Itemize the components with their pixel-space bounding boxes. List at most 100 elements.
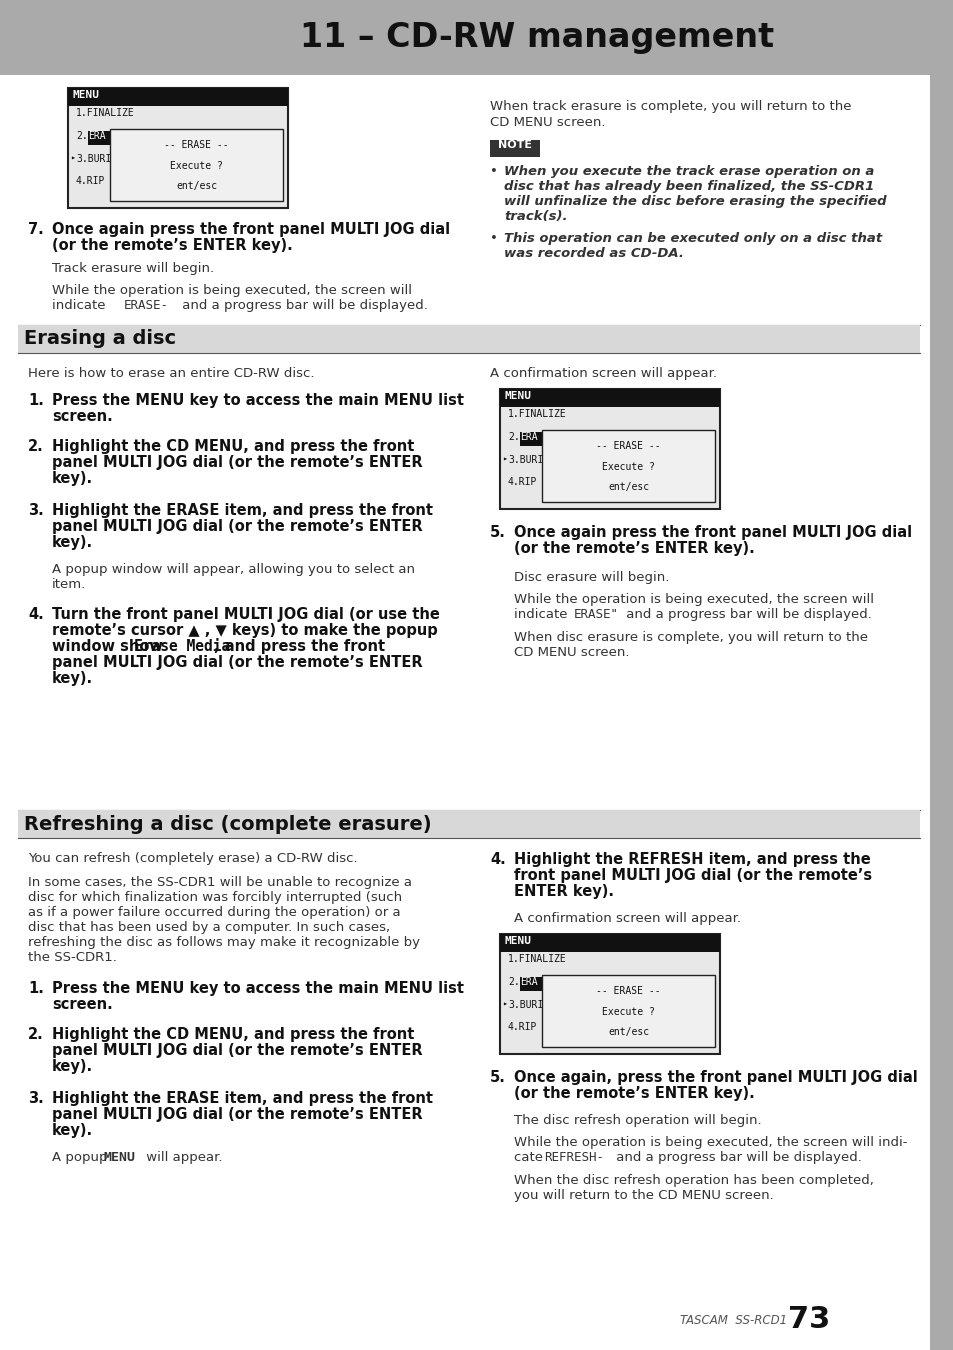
Text: ent/esc: ent/esc: [607, 482, 648, 491]
Text: 5.: 5.: [490, 525, 505, 540]
Text: 2.: 2.: [28, 1027, 44, 1042]
Text: panel MULTI JOG dial (or the remote’s ENTER: panel MULTI JOG dial (or the remote’s EN…: [52, 1107, 422, 1122]
Text: A popup: A popup: [52, 1152, 112, 1164]
Text: When you execute the track erase operation on a: When you execute the track erase operati…: [503, 165, 874, 178]
Bar: [929, 76, 953, 1350]
Text: 2.: 2.: [76, 131, 88, 140]
Text: Here is how to erase an entire CD-RW disc.: Here is how to erase an entire CD-RW dis…: [28, 367, 314, 379]
Bar: [499, 389, 720, 406]
Text: (or the remote’s ENTER key).: (or the remote’s ENTER key).: [514, 541, 754, 556]
Text: panel MULTI JOG dial (or the remote’s ENTER: panel MULTI JOG dial (or the remote’s EN…: [52, 1044, 422, 1058]
Text: 4.RIP: 4.RIP: [76, 177, 105, 186]
Text: was recorded as CD-DA.: was recorded as CD-DA.: [503, 247, 683, 261]
Text: ERASE-: ERASE-: [124, 298, 169, 312]
Bar: [519, 432, 541, 446]
Text: 3.BURI: 3.BURI: [76, 154, 112, 163]
Text: You can refresh (completely erase) a CD-RW disc.: You can refresh (completely erase) a CD-…: [28, 852, 357, 865]
Text: key).: key).: [52, 535, 93, 549]
Bar: [519, 977, 541, 991]
Text: refreshing the disc as follows may make it recognizable by: refreshing the disc as follows may make …: [28, 936, 419, 949]
Text: A confirmation screen will appear.: A confirmation screen will appear.: [490, 367, 717, 379]
Bar: [499, 389, 720, 509]
Text: Highlight the REFRESH item, and press the: Highlight the REFRESH item, and press th…: [514, 852, 870, 867]
Text: 2.: 2.: [507, 977, 519, 987]
Text: Execute ?: Execute ?: [601, 1007, 655, 1018]
Text: 3.: 3.: [28, 1091, 44, 1106]
Text: key).: key).: [52, 471, 93, 486]
Text: REFRESH-: REFRESH-: [543, 1152, 603, 1164]
Text: and a progress bar will be displayed.: and a progress bar will be displayed.: [612, 1152, 861, 1164]
Text: ERA: ERA: [88, 131, 106, 140]
Text: the SS-CDR1.: the SS-CDR1.: [28, 950, 117, 964]
Text: When disc erasure is complete, you will return to the: When disc erasure is complete, you will …: [514, 630, 867, 644]
Text: panel MULTI JOG dial (or the remote’s ENTER: panel MULTI JOG dial (or the remote’s EN…: [52, 518, 422, 535]
Bar: [541, 975, 714, 1048]
Text: ent/esc: ent/esc: [607, 1027, 648, 1037]
Bar: [499, 934, 720, 952]
Text: 3.BURI: 3.BURI: [507, 455, 542, 464]
Text: ERA: ERA: [519, 432, 537, 441]
Text: Press the MENU key to access the main MENU list: Press the MENU key to access the main ME…: [52, 981, 463, 996]
Text: Highlight the ERASE item, and press the front: Highlight the ERASE item, and press the …: [52, 1091, 433, 1106]
Text: will unfinalize the disc before erasing the specified: will unfinalize the disc before erasing …: [503, 194, 885, 208]
Bar: [490, 140, 539, 157]
Bar: [18, 325, 919, 352]
Text: While the operation is being executed, the screen will: While the operation is being executed, t…: [52, 284, 412, 297]
Bar: [68, 88, 288, 107]
Text: (or the remote’s ENTER key).: (or the remote’s ENTER key).: [514, 1085, 754, 1102]
Text: Track erasure will begin.: Track erasure will begin.: [52, 262, 213, 275]
Text: A popup window will appear, allowing you to select an: A popup window will appear, allowing you…: [52, 563, 415, 576]
Text: When the disc refresh operation has been completed,: When the disc refresh operation has been…: [514, 1174, 873, 1187]
Text: Erase Media: Erase Media: [133, 639, 230, 653]
Text: panel MULTI JOG dial (or the remote’s ENTER: panel MULTI JOG dial (or the remote’s EN…: [52, 455, 422, 470]
Text: 4.: 4.: [28, 608, 44, 622]
Text: While the operation is being executed, the screen will indi-: While the operation is being executed, t…: [514, 1135, 906, 1149]
Text: 1.: 1.: [28, 393, 44, 408]
Bar: [541, 429, 714, 502]
Bar: [88, 131, 110, 144]
Text: MENU: MENU: [504, 392, 532, 401]
Text: (or the remote’s ENTER key).: (or the remote’s ENTER key).: [52, 238, 293, 252]
Text: remote’s cursor ▲ , ▼ keys) to make the popup: remote’s cursor ▲ , ▼ keys) to make the …: [52, 622, 437, 639]
Text: disc that has already been finalized, the SS-CDR1: disc that has already been finalized, th…: [503, 180, 874, 193]
Text: 7.: 7.: [28, 221, 44, 238]
Text: MENU: MENU: [104, 1152, 136, 1164]
Text: indicate: indicate: [514, 608, 571, 621]
Text: 3.: 3.: [28, 504, 44, 518]
Text: cate: cate: [514, 1152, 547, 1164]
Text: A confirmation screen will appear.: A confirmation screen will appear.: [514, 913, 740, 925]
Bar: [68, 88, 288, 208]
Bar: [499, 934, 720, 1054]
Text: 2.: 2.: [507, 432, 519, 441]
Text: 3.BURI: 3.BURI: [507, 999, 542, 1010]
Text: 11 – CD-RW management: 11 – CD-RW management: [299, 22, 773, 54]
Text: -- ERASE --: -- ERASE --: [164, 139, 229, 150]
Text: -- ERASE --: -- ERASE --: [596, 986, 660, 995]
Text: ▸: ▸: [70, 154, 75, 162]
Text: Highlight the ERASE item, and press the front: Highlight the ERASE item, and press the …: [52, 504, 433, 518]
Text: indicate: indicate: [52, 298, 110, 312]
Text: 1.FINALIZE: 1.FINALIZE: [507, 409, 566, 420]
Text: screen.: screen.: [52, 998, 112, 1012]
Text: Turn the front panel MULTI JOG dial (or use the: Turn the front panel MULTI JOG dial (or …: [52, 608, 439, 622]
Text: While the operation is being executed, the screen will: While the operation is being executed, t…: [514, 593, 873, 606]
Text: This operation can be executed only on a disc that: This operation can be executed only on a…: [503, 232, 882, 244]
Text: ENTER key).: ENTER key).: [514, 884, 614, 899]
Text: window show: window show: [52, 639, 168, 653]
Text: track(s).: track(s).: [503, 211, 567, 223]
Text: ent/esc: ent/esc: [175, 181, 217, 190]
Text: Execute ?: Execute ?: [601, 462, 655, 472]
Text: 1.FINALIZE: 1.FINALIZE: [507, 954, 566, 964]
Text: 5.: 5.: [490, 1071, 505, 1085]
Text: TASCAM  SS-RCD1: TASCAM SS-RCD1: [679, 1314, 786, 1327]
Text: ▸: ▸: [501, 455, 506, 463]
Text: disc that has been used by a computer. In such cases,: disc that has been used by a computer. I…: [28, 921, 390, 934]
Text: 1.: 1.: [28, 981, 44, 996]
Text: CD MENU screen.: CD MENU screen.: [514, 647, 629, 659]
Text: MENU: MENU: [73, 90, 100, 100]
Text: MENU: MENU: [504, 936, 532, 946]
Text: Once again, press the front panel MULTI JOG dial: Once again, press the front panel MULTI …: [514, 1071, 917, 1085]
Text: Highlight the CD MENU, and press the front: Highlight the CD MENU, and press the fro…: [52, 1027, 414, 1042]
Text: •: •: [490, 232, 497, 244]
Text: Erasing a disc: Erasing a disc: [24, 329, 176, 348]
